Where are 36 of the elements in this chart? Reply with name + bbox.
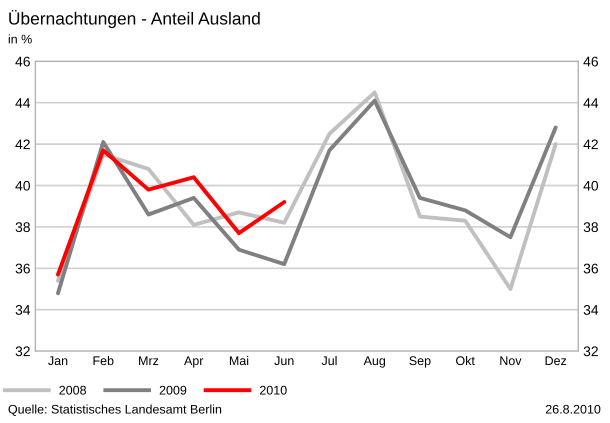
legend-label: 2010 [260, 386, 287, 395]
y-axis-title: in % [8, 34, 32, 44]
y-tick-label: 40 [15, 180, 30, 191]
text: 26.8.2010 [546, 404, 600, 414]
y-tick-label: 46 [15, 56, 30, 67]
x-tick-label: Okt [456, 356, 475, 366]
legend-label: 2008 [59, 386, 86, 395]
source-note: Quelle: Statistisches Landesamt Berlin [8, 404, 222, 416]
y-tick-label: 38 [16, 222, 30, 232]
y2-tick-label: 34 [584, 305, 598, 315]
y-tick-label: 42 [15, 139, 30, 150]
y-tick-label: 32 [16, 346, 30, 356]
line-series [56, 148, 286, 276]
x-tick-label: Sep [409, 356, 431, 368]
y2-tick-label: 36 [584, 264, 598, 274]
x-tick-label: Mai [230, 356, 248, 366]
y2-tick-label: 32 [584, 346, 598, 356]
x-tick-label: Nov [500, 356, 522, 366]
y2-tick-label: 46 [583, 56, 598, 67]
y2-tick-label: 38 [584, 222, 598, 232]
y-tick-label: 44 [15, 98, 30, 108]
y2-tick-label: 40 [583, 180, 598, 191]
legend-label: 2009 [160, 386, 186, 395]
y-tick-label: 36 [16, 264, 30, 274]
x-tick-label: Jan [48, 356, 68, 366]
x-tick-label: Jun [274, 356, 294, 366]
chart-title: Übernachtungen - Anteil Ausland [9, 10, 260, 28]
x-tick-label: Dez [546, 356, 566, 366]
x-tick-label: Jul [322, 356, 337, 366]
y2-tick-label: 44 [583, 98, 598, 108]
y-tick-label: 34 [16, 305, 30, 315]
y2-tick-label: 42 [583, 139, 598, 150]
x-tick-label: Apr [184, 356, 204, 368]
x-tick-label: Mrz [139, 356, 158, 366]
x-tick-label: Feb [94, 356, 114, 366]
x-tick-label: Aug [364, 356, 386, 368]
